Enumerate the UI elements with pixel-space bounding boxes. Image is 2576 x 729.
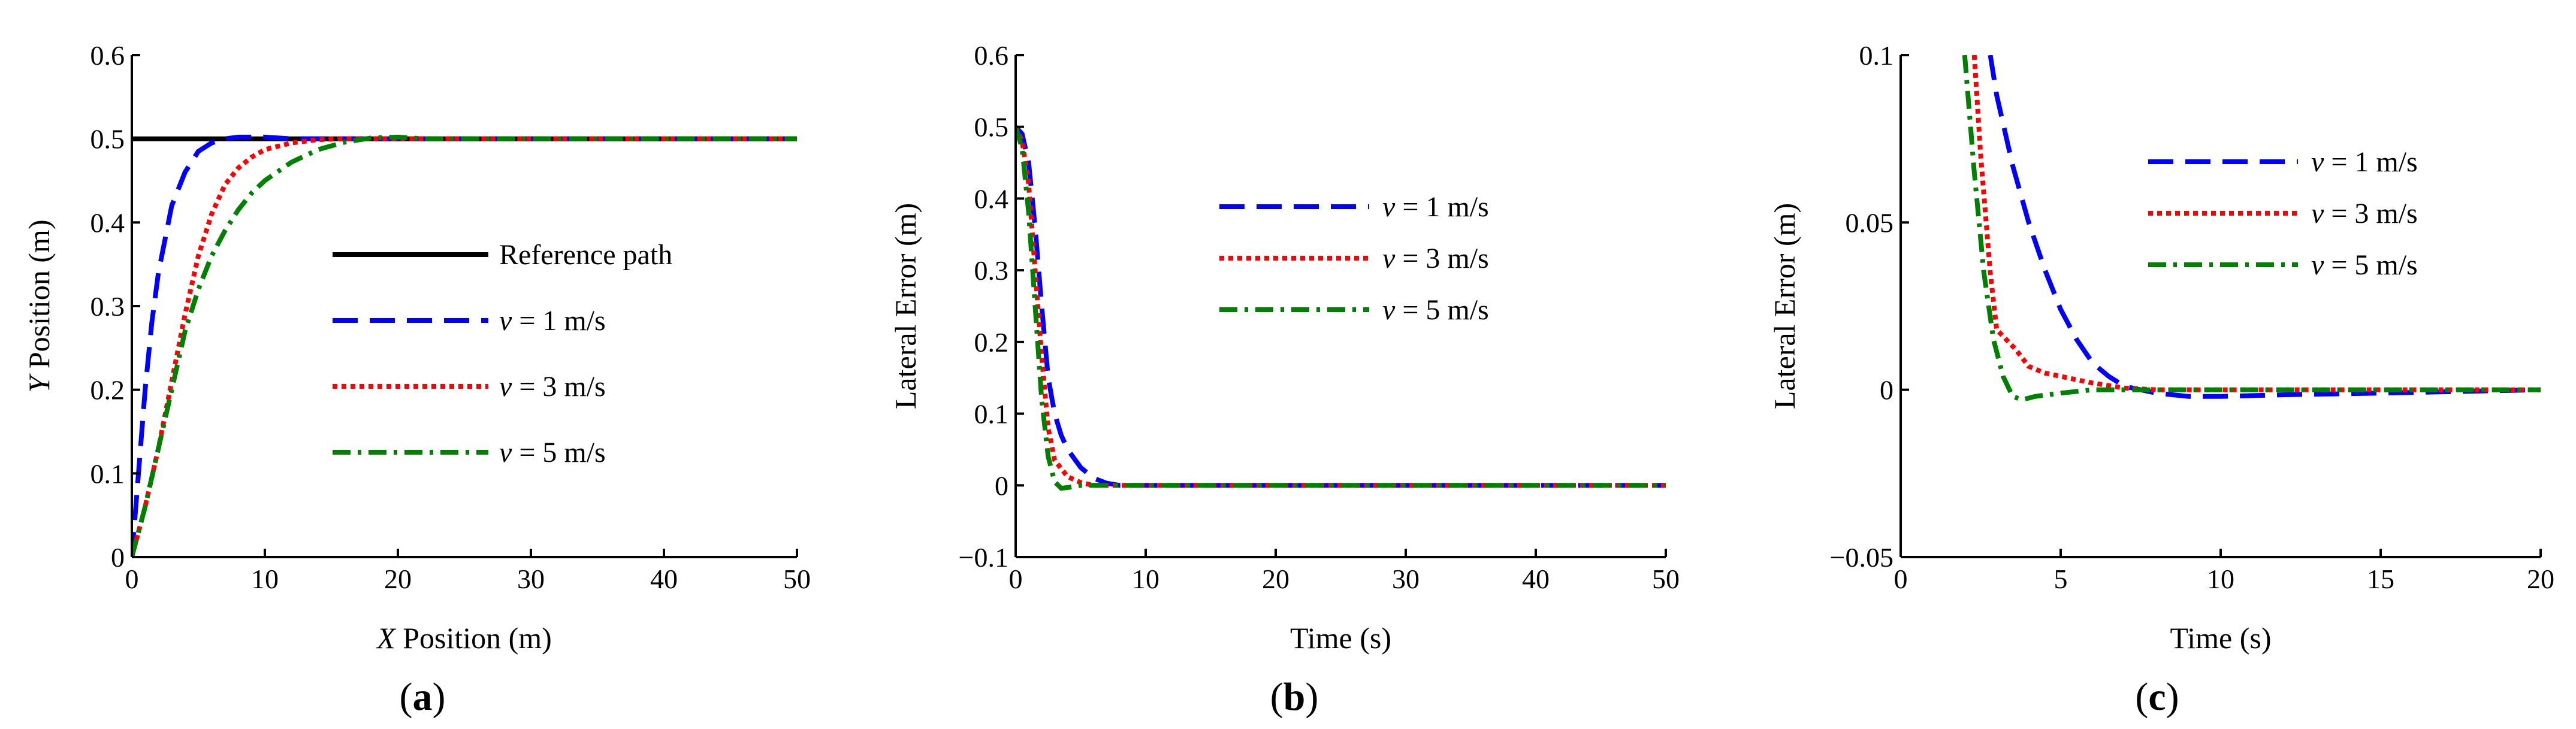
x-axis-title: Time (s) <box>1290 621 1391 655</box>
series-line-3 <box>1016 126 1666 491</box>
panel-label: (c) <box>2135 675 2179 719</box>
x-tick-label: 20 <box>1262 564 1289 594</box>
panel-label: (a) <box>400 675 446 719</box>
y-axis-title: Lateral Error (m) <box>1768 203 1801 409</box>
x-tick-label: 50 <box>783 564 811 594</box>
series-line-4 <box>132 134 797 557</box>
series-line-1 <box>1016 125 1666 488</box>
x-tick-label: 40 <box>1522 564 1550 594</box>
x-tick-label: 20 <box>2527 564 2554 594</box>
y-tick-label: 0.05 <box>1846 207 1894 238</box>
x-tick-label: 10 <box>2207 564 2234 594</box>
legend-label: v = 3 m/s <box>499 371 606 403</box>
panel-label: (b) <box>1270 675 1319 719</box>
y-tick-label: 0.1 <box>974 399 1009 429</box>
legend: v = 1 m/s v = 3 m/s v = 5 m/s <box>1219 191 1489 326</box>
x-tick-label: 0 <box>1009 564 1023 594</box>
series-line-3 <box>132 136 797 557</box>
x-tick-label: 50 <box>1652 564 1680 594</box>
y-tick-label: 0.3 <box>974 255 1009 286</box>
legend: Reference path v = 1 m/s v = 3 m/s v = 5 m/… <box>333 239 672 468</box>
y-tick-label: 0.1 <box>90 458 125 489</box>
series-line-2 <box>132 134 797 557</box>
y-tick-label: 0.5 <box>90 124 125 155</box>
y-axis-title: Lateral Error (m) <box>889 203 922 409</box>
legend-label: v = 3 m/s <box>1382 243 1489 274</box>
y-tick-label: 0.2 <box>974 327 1009 358</box>
panel-a: 0 10 20 30 40 50 0 0.1 0.2 0.3 0.4 0.5 0.6 X Position… <box>22 40 811 719</box>
series-line-2 <box>1016 126 1666 488</box>
y-tick-label: 0.3 <box>90 291 125 322</box>
legend-label: v = 5 m/s <box>2311 249 2418 281</box>
series-line-1 <box>1988 55 2541 399</box>
y-tick-label: 0.6 <box>90 40 125 71</box>
legend-label: v = 5 m/s <box>499 437 606 468</box>
y-tick-label: 0.4 <box>90 207 125 238</box>
series-line-2 <box>1971 55 2541 392</box>
legend-label: v = 1 m/s <box>1382 191 1489 223</box>
y-axis-title: Y Position (m) <box>22 220 56 393</box>
legend-label: v = 3 m/s <box>2311 198 2418 229</box>
x-axis-title: Time (s) <box>2170 621 2271 655</box>
x-tick-label: 0 <box>1894 564 1908 594</box>
y-tick-label: −0.1 <box>959 542 1008 573</box>
y-tick-label: 0.6 <box>974 40 1009 71</box>
y-tick-label: 0.2 <box>90 375 125 406</box>
x-tick-label: 40 <box>650 564 678 594</box>
x-tick-label: 5 <box>2054 564 2068 594</box>
y-tick-label: 0 <box>111 542 125 573</box>
x-tick-label: 30 <box>1392 564 1420 594</box>
x-tick-label: 0 <box>125 564 139 594</box>
x-tick-label: 10 <box>251 564 279 594</box>
legend: v = 1 m/s v = 3 m/s v = 5 m/s <box>2148 146 2418 281</box>
y-tick-label: 0.4 <box>974 183 1009 214</box>
y-tick-label: 0 <box>995 470 1008 501</box>
x-tick-label: 10 <box>1132 564 1159 594</box>
legend-label: Reference path <box>499 239 672 271</box>
y-tick-label: 0 <box>1880 375 1894 406</box>
legend-label: v = 5 m/s <box>1382 294 1489 326</box>
legend-label: v = 1 m/s <box>499 305 606 337</box>
y-tick-label: 0.1 <box>1859 40 1894 71</box>
series-line-3 <box>1962 55 2541 403</box>
legend-label: v = 1 m/s <box>2311 146 2418 178</box>
y-tick-label: −0.05 <box>1830 542 1894 573</box>
x-tick-label: 15 <box>2367 564 2394 594</box>
x-tick-label: 20 <box>384 564 412 594</box>
x-tick-label: 30 <box>517 564 545 594</box>
x-axis-title: X Position (m) <box>376 621 552 655</box>
y-tick-label: 0.5 <box>974 112 1009 143</box>
